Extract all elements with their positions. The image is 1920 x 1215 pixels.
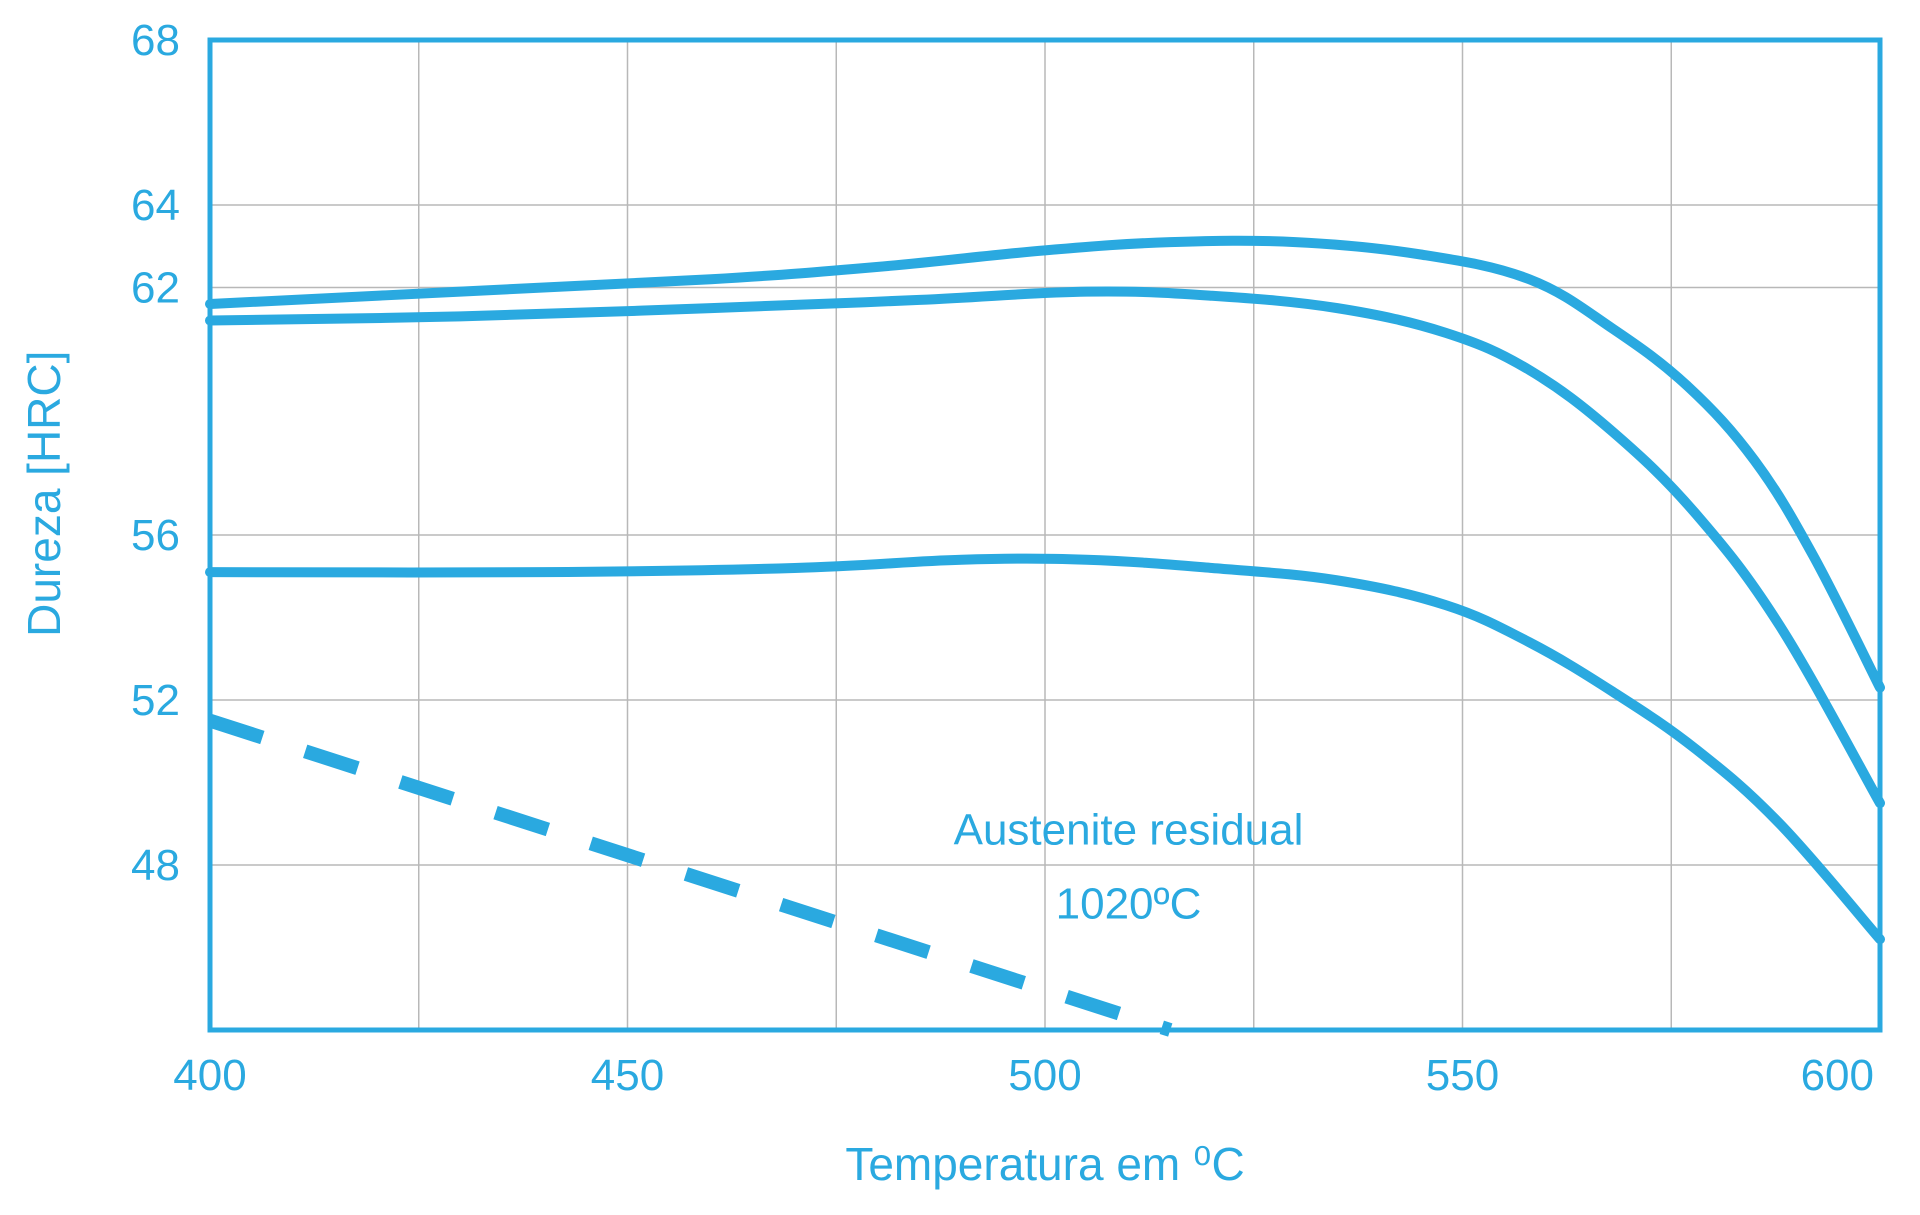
y-tick-label: 64	[131, 181, 180, 230]
chart-background	[0, 0, 1920, 1215]
x-tick-label: 450	[591, 1051, 664, 1100]
y-tick-label: 48	[131, 841, 180, 890]
x-tick-label: 550	[1426, 1051, 1499, 1100]
x-tick-label: 600	[1801, 1051, 1874, 1100]
chart-svg: 400 450 500 550 600 48 52 56 62 64 68 Temperatura e…	[0, 0, 1920, 1215]
y-tick-label: 56	[131, 511, 180, 560]
hardness-vs-temperature-chart: 400 450 500 550 600 48 52 56 62 64 68 Temperatura e…	[0, 0, 1920, 1215]
x-tick-label: 500	[1008, 1051, 1081, 1100]
annotation-line2: 1020ºC	[1056, 880, 1202, 929]
x-axis-title: Temperatura em ⁰C	[845, 1138, 1244, 1190]
y-tick-label: 68	[131, 16, 180, 65]
y-tick-label: 62	[131, 264, 180, 313]
x-tick-label: 400	[173, 1051, 246, 1100]
y-tick-label: 52	[131, 676, 180, 725]
y-axis-title: Dureza [HRC]	[18, 351, 70, 637]
annotation-line1: Austenite residual	[954, 805, 1304, 854]
